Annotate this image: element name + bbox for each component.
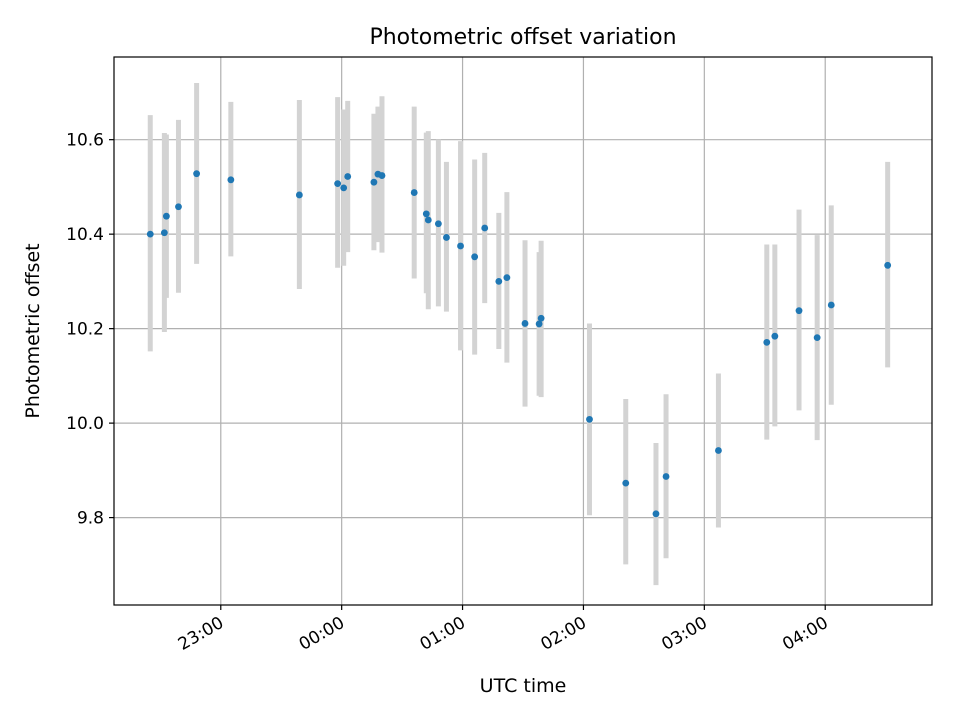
data-point [586,415,593,423]
data-point [495,277,503,285]
data-point [715,447,722,454]
data-point [160,229,168,237]
plot-frame [113,56,933,606]
data-point [193,170,201,178]
data-point [795,307,803,315]
data-point [521,320,529,327]
y-tick-label: 10.2 [66,320,104,340]
y-tick-label: 10.0 [66,414,104,434]
data-point [813,334,821,342]
y-tick-label: 10.4 [66,225,104,245]
data-point [378,172,386,179]
data-point [503,274,511,282]
data-point [340,184,348,192]
grid-lines [114,57,932,605]
data-point [771,332,779,340]
data-points [146,170,892,518]
data-point [424,216,432,224]
y-axis-ticks: 9.8 10.0 10.2 10.4 10.6 [66,131,114,529]
data-point [410,189,418,196]
data-point [370,178,378,186]
data-point [763,338,771,346]
data-point [175,203,182,211]
y-tick-label: 9.8 [77,509,104,529]
data-point [334,180,342,188]
data-point [422,210,430,218]
data-point [471,253,479,261]
data-point [344,173,352,180]
data-point [652,510,660,518]
data-point [535,320,543,328]
data-point [443,234,450,241]
data-point [537,314,545,322]
data-point [622,479,630,487]
data-point [434,220,442,228]
y-tick-label: 10.6 [66,131,104,151]
x-axis-label: UTC time [480,675,567,697]
data-point [295,191,303,199]
data-point [662,473,670,480]
y-axis-label: Photometric offset [22,243,44,418]
data-point [227,176,235,184]
data-point [884,261,892,269]
data-point [457,242,464,250]
data-point [162,212,170,220]
data-point [827,301,835,309]
data-point [481,224,489,232]
chart-title: Photometric offset variation [369,25,676,50]
data-point [146,230,154,238]
